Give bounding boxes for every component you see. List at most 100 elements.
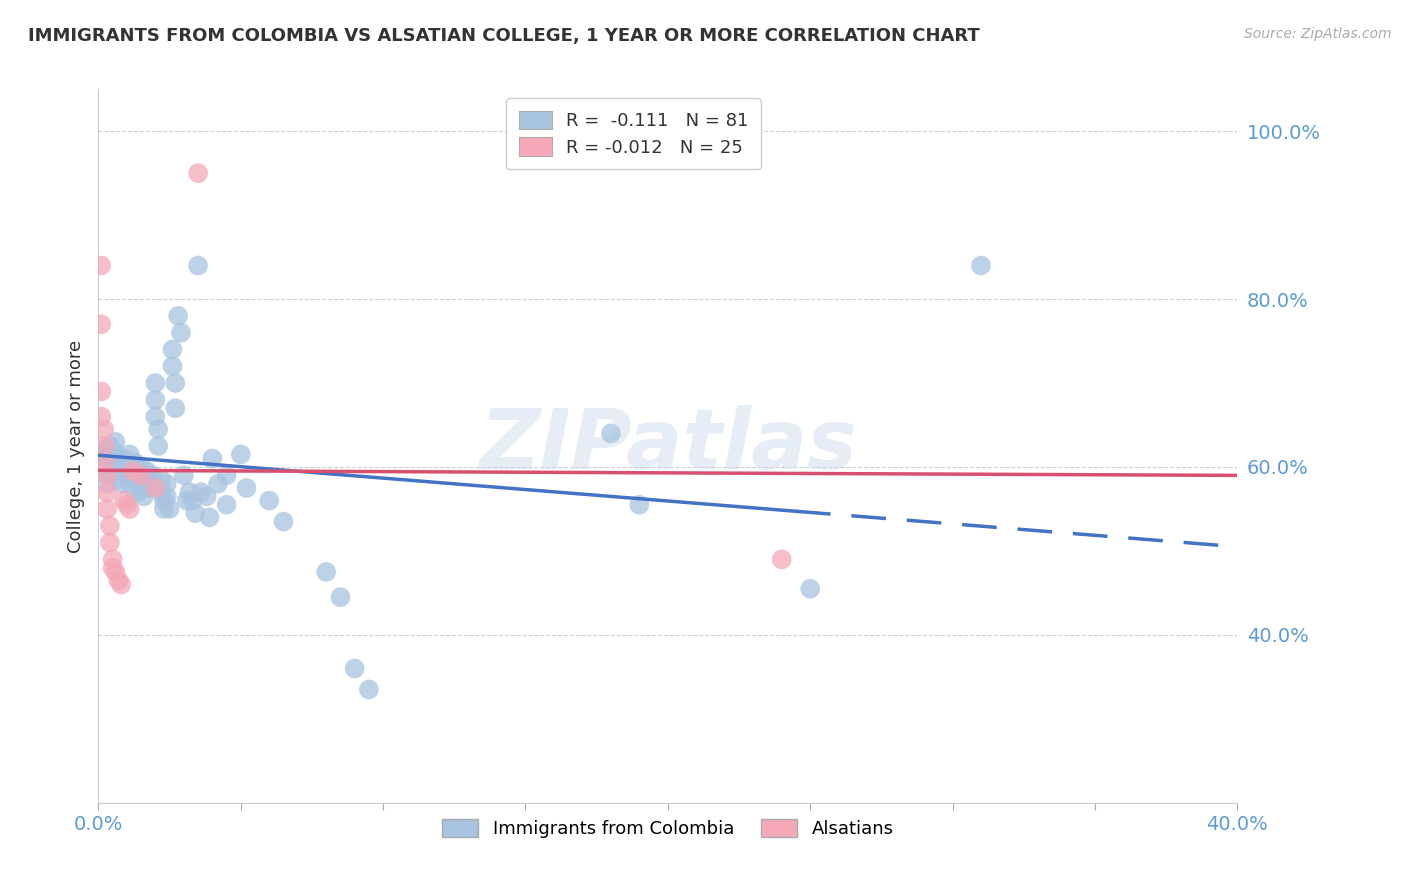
Point [145, 392, 167, 407]
Point [96, 451, 118, 466]
Point [90, 259, 112, 273]
Point [93, 460, 115, 475]
Point [184, 506, 207, 520]
Point [104, 565, 127, 579]
Point [124, 456, 146, 470]
Point [259, 493, 281, 508]
Text: ZIPatlas: ZIPatlas [479, 406, 856, 486]
Point [148, 439, 170, 453]
Point [127, 485, 149, 500]
Point [148, 422, 170, 436]
Point [121, 464, 143, 478]
Point [132, 489, 155, 503]
Point [129, 481, 152, 495]
Point [235, 481, 257, 495]
Point [96, 464, 118, 478]
Point [156, 489, 179, 503]
Point [167, 309, 190, 323]
Point [98, 535, 121, 549]
Point [104, 447, 127, 461]
Point [770, 552, 793, 566]
Point [181, 493, 204, 508]
Point [101, 443, 124, 458]
Legend: Immigrants from Colombia, Alsatians: Immigrants from Colombia, Alsatians [429, 806, 907, 851]
Point [93, 456, 115, 470]
Point [93, 443, 115, 458]
Point [195, 489, 218, 503]
Point [101, 464, 124, 478]
Point [600, 426, 623, 441]
Point [329, 590, 352, 604]
Point [162, 343, 184, 357]
Point [93, 422, 115, 436]
Point [115, 468, 138, 483]
Point [112, 493, 135, 508]
Point [135, 464, 157, 478]
Point [970, 259, 993, 273]
Point [153, 493, 176, 508]
Point [115, 498, 138, 512]
Point [107, 574, 129, 588]
Point [101, 560, 124, 574]
Point [118, 447, 141, 461]
Point [115, 460, 138, 475]
Point [145, 376, 167, 390]
Point [343, 661, 366, 675]
Point [101, 552, 124, 566]
Point [150, 485, 173, 500]
Point [90, 318, 112, 332]
Point [207, 476, 229, 491]
Point [187, 259, 209, 273]
Point [90, 409, 112, 424]
Point [132, 476, 155, 491]
Point [156, 476, 179, 491]
Point [132, 468, 155, 483]
Point [98, 439, 121, 453]
Point [229, 447, 252, 461]
Point [118, 502, 141, 516]
Point [159, 502, 181, 516]
Point [98, 468, 121, 483]
Point [107, 473, 129, 487]
Point [101, 460, 124, 475]
Point [129, 468, 152, 483]
Point [273, 515, 295, 529]
Y-axis label: College, 1 year or more: College, 1 year or more [66, 340, 84, 552]
Point [98, 518, 121, 533]
Point [170, 326, 193, 340]
Point [145, 481, 167, 495]
Point [110, 577, 132, 591]
Point [165, 401, 187, 416]
Point [96, 468, 118, 483]
Point [104, 434, 127, 449]
Point [190, 485, 212, 500]
Point [96, 502, 118, 516]
Point [138, 481, 160, 495]
Point [145, 409, 167, 424]
Point [112, 451, 135, 466]
Point [110, 464, 132, 478]
Point [187, 166, 209, 180]
Point [315, 565, 337, 579]
Point [165, 376, 187, 390]
Point [90, 384, 112, 399]
Point [173, 468, 195, 483]
Point [96, 476, 118, 491]
Point [150, 473, 173, 487]
Text: IMMIGRANTS FROM COLOMBIA VS ALSATIAN COLLEGE, 1 YEAR OR MORE CORRELATION CHART: IMMIGRANTS FROM COLOMBIA VS ALSATIAN COL… [28, 27, 980, 45]
Point [215, 468, 238, 483]
Point [129, 468, 152, 483]
Text: Source: ZipAtlas.com: Source: ZipAtlas.com [1244, 27, 1392, 41]
Point [124, 464, 146, 478]
Point [93, 439, 115, 453]
Point [799, 582, 821, 596]
Point [198, 510, 221, 524]
Point [121, 481, 143, 495]
Point [118, 460, 141, 475]
Point [107, 460, 129, 475]
Point [121, 468, 143, 483]
Point [215, 498, 238, 512]
Point [127, 473, 149, 487]
Point [135, 473, 157, 487]
Point [357, 682, 380, 697]
